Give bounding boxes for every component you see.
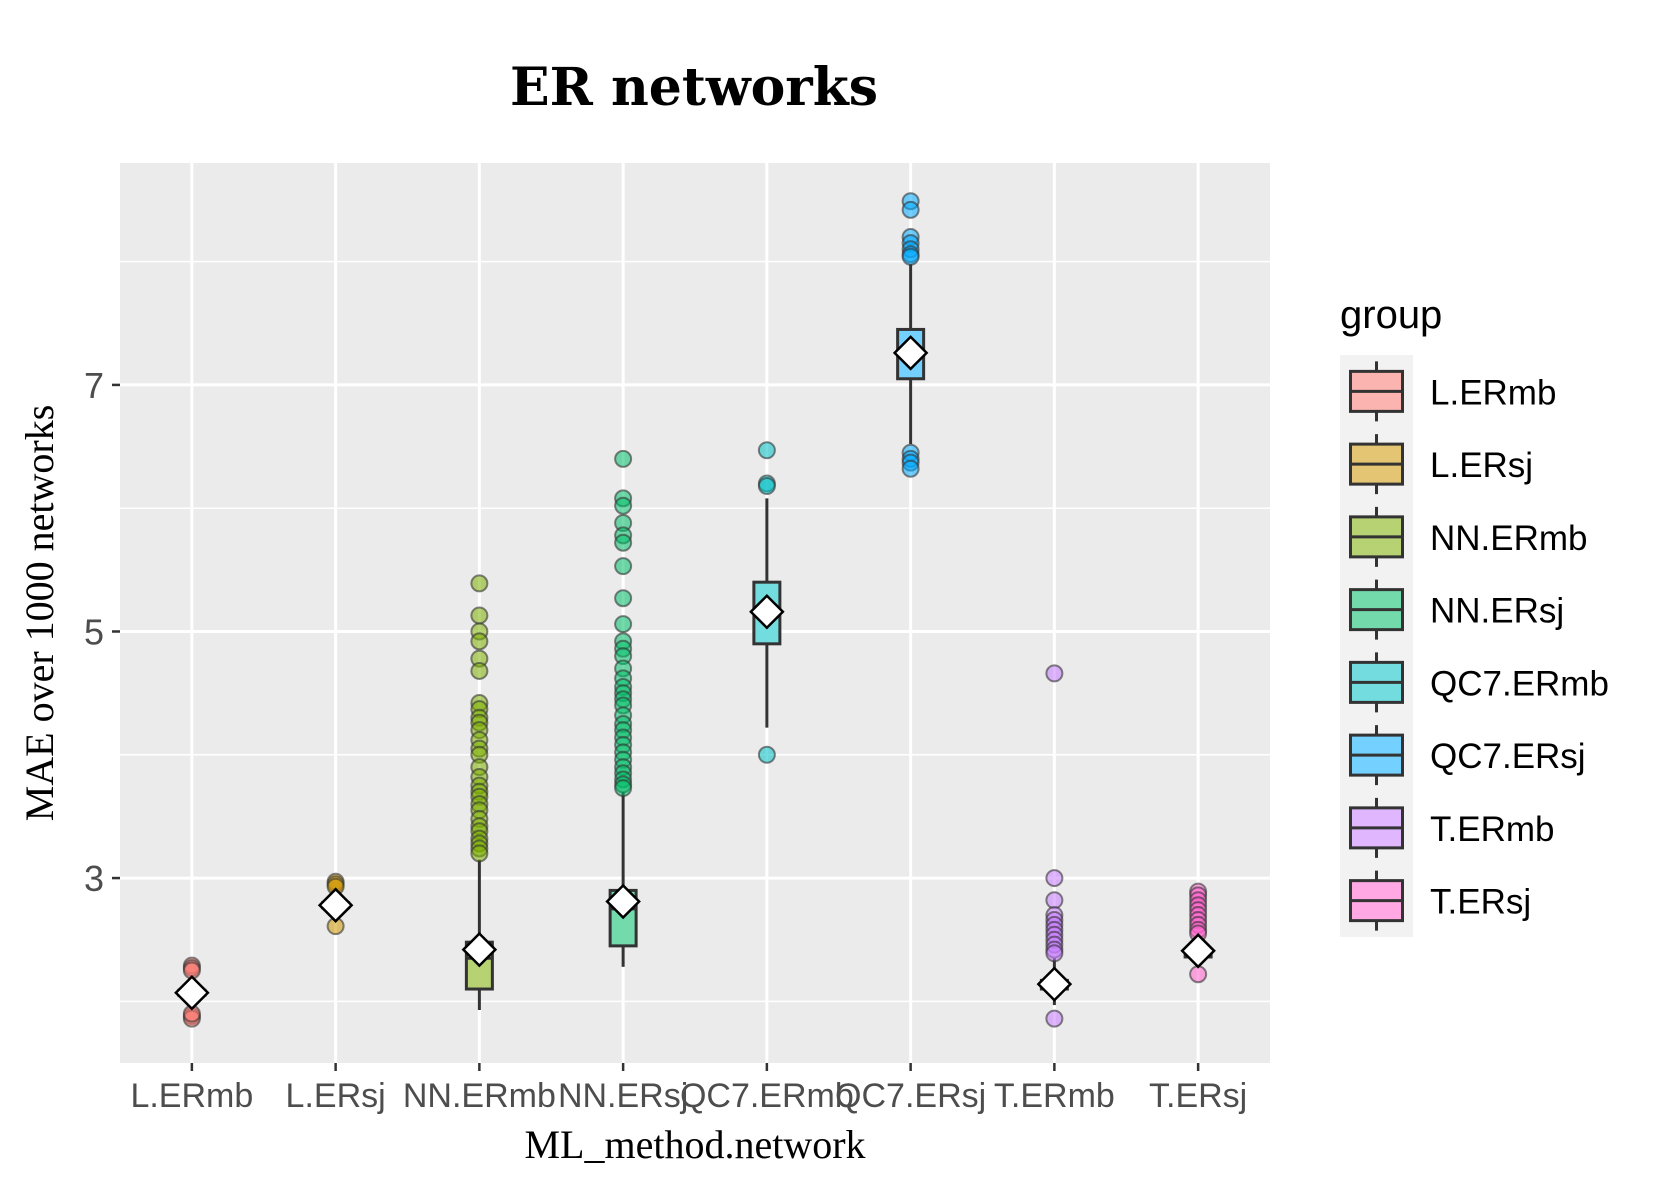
legend-item-NN.ERsj: NN.ERsj [1349,579,1564,640]
legend-item-NN.ERmb: NN.ERmb [1349,506,1588,567]
outlier-point [614,496,633,515]
legend-item-L.ERsj: L.ERsj [1349,434,1533,495]
legend-label: T.ERsj [1430,883,1531,922]
outlier-point [470,606,489,625]
boxplot-L.ERsj [317,872,354,936]
y-axis-title: MAE over 1000 networks [17,405,62,822]
outlier-point [614,779,633,798]
outlier-point [901,459,920,478]
mean-diamond [749,593,785,630]
outlier-point [614,449,633,468]
outlier-point [614,615,633,634]
outlier-point [614,557,633,576]
y-axis: 3 5 7 [84,365,120,899]
boxplot-NN.ERmb [461,574,498,1010]
y-tick-label: 5 [84,611,104,652]
boxplot-QC7.ERsj [892,192,929,478]
boxplot-QC7.ERmb [749,441,785,764]
x-tick-label: QC7.ERsj [835,1077,986,1115]
x-tick-label: T.ERsj [1149,1077,1247,1115]
mean-diamond [1180,933,1216,969]
chart-title: ER networks [510,57,878,118]
legend: group L.ERmb L.ERsj NN.ERmb NN.ERsj QC7.ERmb… [1340,293,1609,937]
outlier-point [470,844,489,863]
mean-diamond [317,887,354,923]
x-tick-label: NN.ERmb [403,1077,556,1115]
mean-diamond [461,931,498,968]
legend-item-T.ERmb: T.ERmb [1349,797,1554,858]
outlier-point [1045,944,1064,963]
mean-diamond [605,883,641,920]
legend-label: T.ERmb [1430,810,1554,849]
outlier-point [901,200,920,219]
outlier-point [1045,1009,1064,1028]
outlier-point [470,574,489,593]
outlier-point [1045,891,1064,910]
legend-item-L.ERmb: L.ERmb [1349,361,1556,422]
outlier-point [757,745,776,764]
outlier-point [470,632,489,651]
legend-label: QC7.ERmb [1430,664,1609,703]
boxplots [174,192,1216,1028]
legend-label: NN.ERmb [1430,519,1588,558]
legend-item-QC7.ERmb: QC7.ERmb [1349,652,1609,713]
x-tick-label: NN.ERsj [558,1077,688,1115]
outlier-point [757,441,776,460]
legend-item-T.ERsj: T.ERsj [1349,870,1531,931]
mean-diamond [1036,966,1073,1002]
mean-diamond [892,335,929,371]
x-tick-label: L.ERsj [286,1077,386,1115]
x-axis: L.ERmb L.ERsj NN.ERmb NN.ERsjQC7.ERmbQC7.ER… [130,1063,1247,1115]
boxplot-L.ERmb [174,956,210,1028]
x-tick-label: QC7.ERmb [680,1077,854,1115]
legend-label: L.ERmb [1430,373,1556,412]
y-tick-label: 3 [84,858,104,899]
panel-background [120,163,1270,1063]
outlier-point [614,533,633,552]
boxplot-T.ERsj [1180,882,1216,984]
boxplot-NN.ERsj [605,449,641,967]
mean-diamond [174,974,210,1011]
legend-label: L.ERsj [1430,446,1533,485]
legend-title: group [1340,293,1442,337]
legend-item-QC7.ERsj: QC7.ERsj [1349,725,1586,786]
boxplot-T.ERmb [1036,664,1073,1028]
y-tick-label: 7 [84,365,104,406]
legend-label: NN.ERsj [1430,592,1564,631]
outlier-point [1189,965,1208,984]
x-axis-title: ML_method.network [524,1122,865,1167]
x-tick-label: T.ERmb [994,1077,1115,1115]
x-tick-label: L.ERmb [130,1077,253,1115]
legend-label: QC7.ERsj [1430,737,1586,776]
outlier-point [757,477,776,496]
outlier-point [901,247,920,266]
outlier-point [1045,664,1064,683]
outlier-point [1045,869,1064,888]
outlier-point [614,589,633,608]
outlier-point [470,661,489,680]
grid-minor [120,260,1270,1003]
